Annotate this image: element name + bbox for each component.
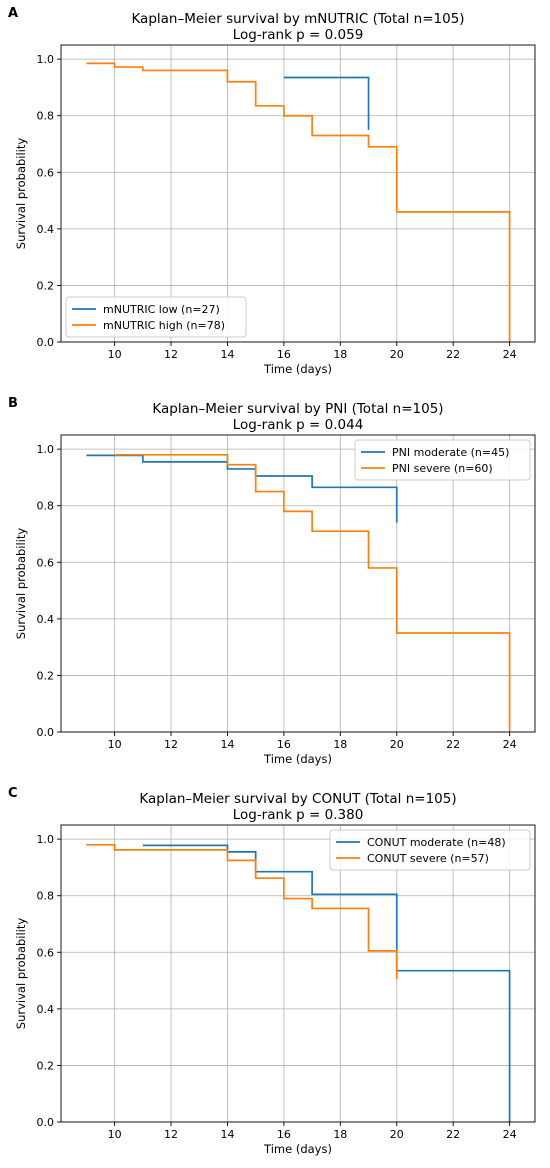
chart-title: Kaplan–Meier survival by mNUTRIC (Total … <box>131 11 464 27</box>
km-curve-second <box>86 62 511 342</box>
legend: CONUT moderate (n=48) CONUT severe (n=57) <box>329 829 531 871</box>
x-tick-label: 12 <box>164 1128 178 1141</box>
x-tick-label: 16 <box>277 348 291 361</box>
x-tick-label: 18 <box>333 1128 347 1141</box>
y-tick-label: 0.2 <box>37 279 55 292</box>
km-curve-second <box>114 453 511 732</box>
x-tick-label: 10 <box>108 738 122 751</box>
chart-panel-b: B Kaplan–Meier survival by PNI (Total n=1… <box>8 396 536 766</box>
x-tick-label: 24 <box>503 738 517 751</box>
x-tick-label: 18 <box>333 348 347 361</box>
x-axis-label: Time (days) <box>263 1142 332 1156</box>
x-tick-label: 16 <box>277 1128 291 1141</box>
y-axis-label: Survival probability <box>14 528 28 640</box>
x-tick-label: 20 <box>390 1128 404 1141</box>
y-tick-label: 0.0 <box>37 726 55 739</box>
y-tick-label: 0.2 <box>37 1059 55 1072</box>
x-tick-label: 14 <box>220 738 234 751</box>
plot-frame <box>60 824 536 1123</box>
y-tick-label: 0.0 <box>37 1116 55 1129</box>
y-tick-label: 0.4 <box>37 613 55 626</box>
legend-label: PNI severe (n=60) <box>392 462 493 475</box>
x-tick-label: 12 <box>164 348 178 361</box>
legend-box <box>354 439 531 481</box>
panel-label: C <box>8 786 18 801</box>
chart-subtitle: Log-rank p = 0.059 <box>233 27 364 43</box>
x-tick-label: 20 <box>390 738 404 751</box>
x-tick-label: 16 <box>277 738 291 751</box>
km-curve-first <box>283 76 370 130</box>
plot-frame <box>60 44 536 343</box>
legend-label: PNI moderate (n=45) <box>392 446 509 459</box>
chart-subtitle: Log-rank p = 0.044 <box>233 417 364 433</box>
legend-label: CONUT severe (n=57) <box>367 852 489 865</box>
y-axis-label: Survival probability <box>14 138 28 250</box>
x-axis-label: Time (days) <box>263 362 332 376</box>
y-tick-label: 0.4 <box>37 1003 55 1016</box>
legend-label: CONUT moderate (n=48) <box>367 836 506 849</box>
chart-panel-c: C Kaplan–Meier survival by CONUT (Total n… <box>8 786 536 1156</box>
legend-box <box>329 829 531 871</box>
plot-frame <box>60 434 536 733</box>
x-tick-label: 22 <box>446 348 460 361</box>
chart-title: Kaplan–Meier survival by PNI (Total n=10… <box>152 401 443 417</box>
x-tick-label: 18 <box>333 738 347 751</box>
y-axis-label: Survival probability <box>14 918 28 1030</box>
km-curve-first <box>142 844 511 1122</box>
x-tick-label: 14 <box>220 1128 234 1141</box>
x-tick-label: 14 <box>220 348 234 361</box>
x-tick-label: 10 <box>108 348 122 361</box>
y-tick-label: 0.6 <box>37 556 55 569</box>
chart-subtitle: Log-rank p = 0.380 <box>233 807 364 823</box>
legend: mNUTRIC low (n=27) mNUTRIC high (n=78) <box>65 296 247 338</box>
legend-label: mNUTRIC low (n=27) <box>103 303 220 316</box>
legend: PNI moderate (n=45) PNI severe (n=60) <box>354 439 531 481</box>
y-tick-label: 0.6 <box>37 166 55 179</box>
panel-label: B <box>8 396 18 411</box>
legend-label: mNUTRIC high (n=78) <box>103 319 225 332</box>
legend-box <box>65 296 247 338</box>
y-tick-label: 0.8 <box>37 110 55 123</box>
km-curve-second <box>86 843 398 980</box>
y-tick-label: 0.0 <box>37 336 55 349</box>
x-tick-label: 10 <box>108 1128 122 1141</box>
chart-title: Kaplan–Meier survival by CONUT (Total n=… <box>139 791 456 807</box>
y-tick-label: 1.0 <box>37 53 55 66</box>
x-tick-label: 20 <box>390 348 404 361</box>
y-tick-label: 0.2 <box>37 669 55 682</box>
panel-label: A <box>8 6 18 21</box>
y-tick-label: 0.6 <box>37 946 55 959</box>
y-tick-label: 1.0 <box>37 833 55 846</box>
y-tick-label: 0.4 <box>37 223 55 236</box>
x-tick-label: 22 <box>446 738 460 751</box>
x-axis-label: Time (days) <box>263 752 332 766</box>
y-tick-label: 1.0 <box>37 443 55 456</box>
x-tick-label: 24 <box>503 1128 517 1141</box>
x-tick-label: 12 <box>164 738 178 751</box>
y-tick-label: 0.8 <box>37 500 55 513</box>
y-tick-label: 0.8 <box>37 890 55 903</box>
chart-panel-a: A Kaplan–Meier survival by mNUTRIC (Total… <box>8 6 536 376</box>
x-tick-label: 22 <box>446 1128 460 1141</box>
x-tick-label: 24 <box>503 348 517 361</box>
